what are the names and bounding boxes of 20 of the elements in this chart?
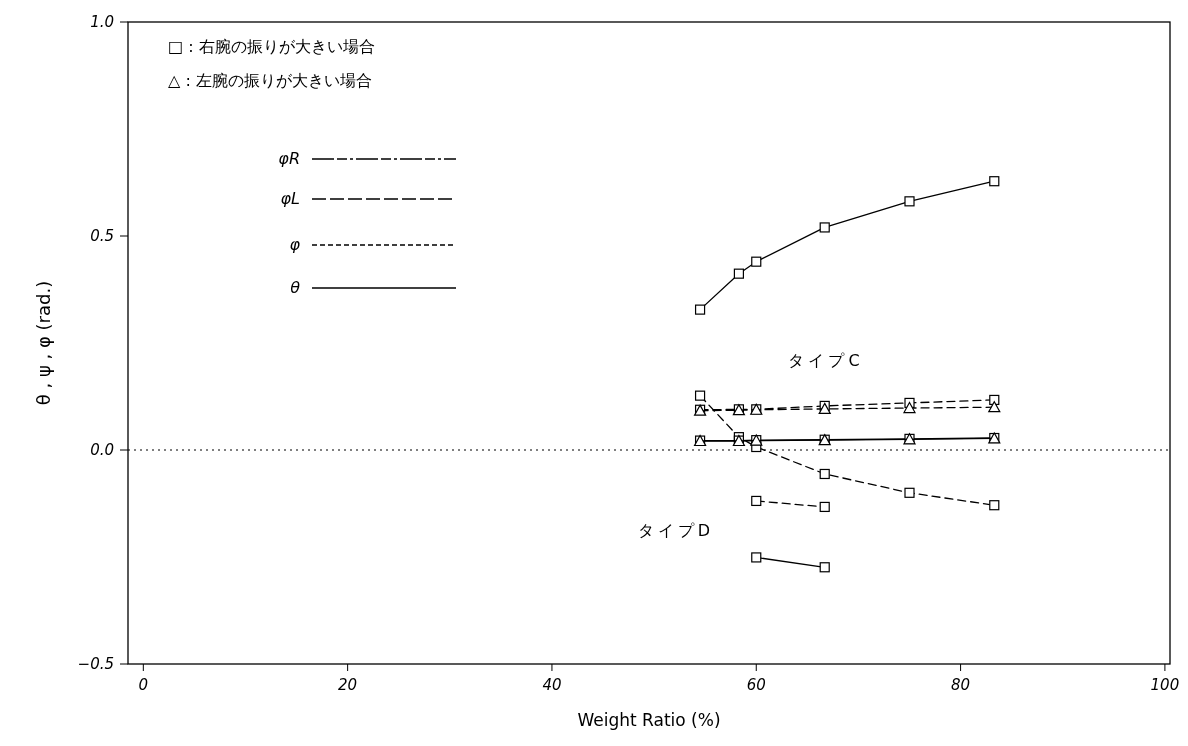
y-tick-label: 0.5 [90,227,114,245]
annotation: φ [289,235,301,254]
annotation: タイプD [637,521,715,540]
x-tick-label: 20 [338,676,358,694]
x-tick-label: 0 [138,676,149,694]
annotation: △ : 左腕の振りが大きい場合 [168,71,372,90]
y-tick-label: 1.0 [90,13,114,31]
x-tick-label: 60 [746,676,766,694]
y-tick-label: 0.0 [90,441,114,459]
annotation: φR [278,149,300,168]
annotation: タイプC [788,351,864,370]
x-tick-label: 100 [1150,676,1180,694]
x-tick-label: 80 [951,676,971,694]
x-tick-label: 40 [542,676,562,694]
annotation: □ : 右腕の振りが大きい場合 [168,37,375,56]
annotation: θ [290,278,301,297]
y-axis-title: θ , ψ , φ (rad.) [33,280,54,406]
annotation: φL [280,189,300,208]
x-axis-title: Weight Ratio (%) [577,710,721,730]
y-tick-label: −0.5 [77,655,114,673]
